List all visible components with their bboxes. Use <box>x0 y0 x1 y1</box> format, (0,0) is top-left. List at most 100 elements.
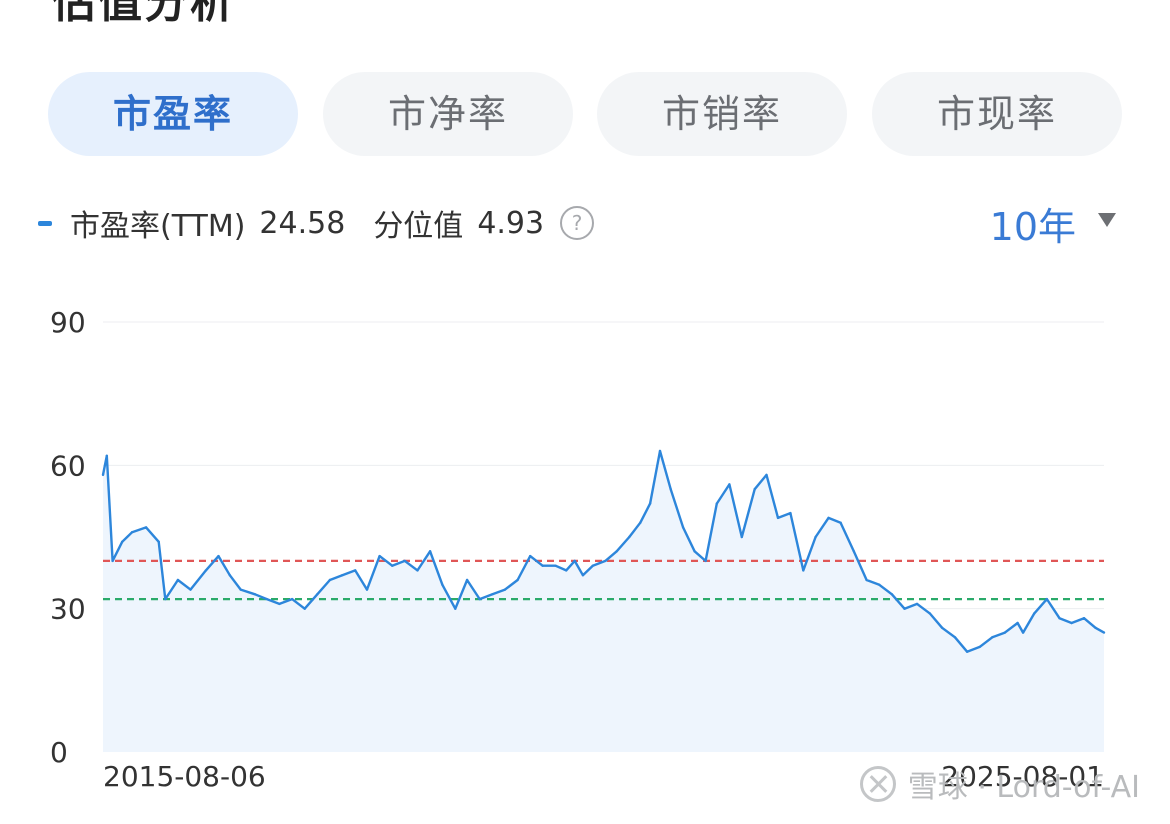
data-point <box>454 607 457 610</box>
pe-ratio-line <box>101 449 1105 653</box>
data-point <box>105 454 109 457</box>
data-point <box>1003 631 1007 634</box>
data-point <box>615 550 618 553</box>
data-point <box>715 502 718 505</box>
xueqiu-logo-icon <box>859 766 896 802</box>
data-point <box>503 588 507 591</box>
data-point <box>991 636 994 639</box>
data-point <box>253 593 257 596</box>
data-point <box>581 574 585 577</box>
y-tick-label-90: 90 <box>50 306 86 339</box>
data-point <box>290 597 294 601</box>
data-point <box>1021 631 1025 634</box>
y-tick-label-60: 60 <box>50 449 86 482</box>
percentile-value: 4.93 <box>477 205 545 241</box>
x-start-label: 2015-08-06 <box>103 760 266 793</box>
data-point <box>915 602 919 606</box>
data-point <box>628 535 631 539</box>
tab-pcf-ratio[interactable]: 市现率 <box>872 72 1122 156</box>
data-point <box>316 593 319 596</box>
data-point <box>101 473 105 477</box>
watermark-text: 雪球 · Lord-of-AI <box>907 770 1140 805</box>
percentile-label: 分位值 <box>373 209 464 244</box>
y-tick-label-0: 0 <box>50 736 68 769</box>
legend-marker <box>38 220 52 226</box>
data-point <box>1033 612 1036 615</box>
tab-pe-ratio[interactable]: 市盈率 <box>48 72 298 156</box>
data-point <box>1094 626 1097 629</box>
data-point <box>189 588 192 591</box>
data-point <box>554 564 557 567</box>
help-icon[interactable]: ? <box>560 206 595 240</box>
y-tick-label-30: 30 <box>50 593 86 626</box>
data-point <box>341 574 344 577</box>
period-selector[interactable]: 10年 <box>990 196 1116 250</box>
watermark: 雪球 · Lord-of-AI <box>859 762 1140 806</box>
data-point <box>111 559 114 563</box>
pe-ratio-chart: 0 30 60 90 2015-08-06 2025-08-01 <box>50 306 1106 793</box>
tab-pb-ratio[interactable]: 市净率 <box>323 72 573 156</box>
data-point <box>465 578 469 582</box>
data-point <box>740 535 743 539</box>
data-point <box>953 636 957 639</box>
data-point <box>573 559 576 563</box>
data-point <box>765 473 768 477</box>
data-point <box>121 540 124 543</box>
metric-value: 24.58 <box>259 205 346 241</box>
data-point <box>328 578 332 582</box>
data-point <box>839 521 842 524</box>
data-point <box>217 554 220 558</box>
data-point <box>903 607 906 610</box>
data-point <box>529 554 532 558</box>
data-point <box>1102 631 1106 634</box>
data-point <box>176 578 180 582</box>
data-point <box>865 578 868 582</box>
data-point <box>278 602 281 606</box>
data-point <box>814 535 817 539</box>
data-point <box>827 516 830 520</box>
data-point <box>378 554 381 558</box>
ratio-tabs: 市盈率 市净率 市销率 市现率 <box>48 72 1122 156</box>
data-point <box>416 569 419 572</box>
data-point <box>265 597 268 601</box>
data-point <box>669 488 672 491</box>
period-label: 10年 <box>989 204 1076 249</box>
data-point <box>648 502 652 505</box>
data-point <box>1082 617 1086 620</box>
data-point <box>693 550 696 553</box>
data-point <box>776 516 780 520</box>
data-point <box>753 488 756 491</box>
dropdown-caret-icon <box>1098 213 1116 227</box>
data-point <box>164 597 167 601</box>
section-title: 估值分析 <box>52 0 236 28</box>
data-point <box>1016 621 1019 625</box>
data-point <box>658 449 662 453</box>
data-point <box>228 574 231 577</box>
data-point <box>303 607 306 610</box>
data-point <box>965 650 969 653</box>
data-point <box>1045 597 1049 601</box>
data-point <box>591 564 594 567</box>
data-point <box>391 564 394 567</box>
data-point <box>565 569 568 572</box>
tab-ps-ratio[interactable]: 市销率 <box>597 72 847 156</box>
metric-summary: 市盈率(TTM) 24.58 分位值 4.93 ? <box>38 196 595 250</box>
data-point <box>978 645 981 649</box>
data-point <box>365 588 369 591</box>
series-area <box>103 451 1104 752</box>
data-point <box>478 597 481 601</box>
data-point <box>890 593 894 596</box>
x-end-label: 2025-08-01 <box>941 760 1104 793</box>
data-point <box>852 550 855 553</box>
data-point <box>354 569 357 572</box>
data-point <box>428 550 432 553</box>
data-point <box>516 578 519 582</box>
data-point <box>157 540 160 543</box>
data-point <box>789 511 792 515</box>
data-point <box>940 626 944 629</box>
data-point <box>541 564 544 567</box>
data-point <box>441 583 444 586</box>
data-point <box>728 483 731 486</box>
data-point <box>1070 621 1073 625</box>
data-point <box>878 583 881 586</box>
